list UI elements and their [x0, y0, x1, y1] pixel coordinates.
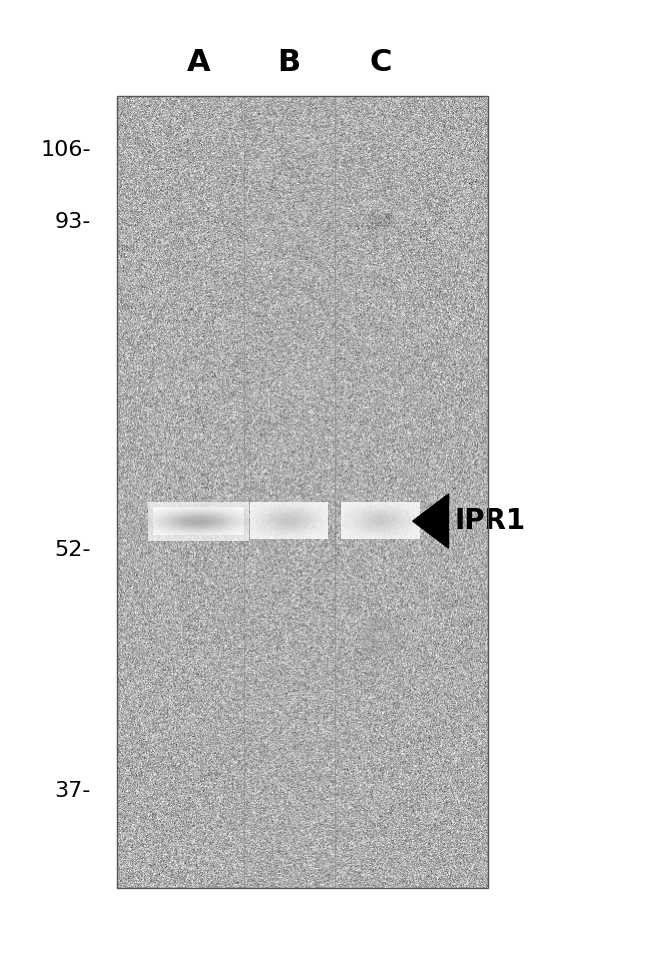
Bar — [117, 96, 488, 888]
Text: A: A — [187, 48, 210, 77]
Text: 37-: 37- — [55, 782, 91, 801]
Text: 52-: 52- — [55, 540, 91, 560]
Text: 93-: 93- — [55, 212, 91, 232]
Text: IPR1: IPR1 — [455, 507, 526, 536]
Polygon shape — [413, 494, 448, 548]
Text: 106-: 106- — [40, 140, 91, 159]
Text: C: C — [369, 48, 391, 77]
Text: B: B — [278, 48, 301, 77]
